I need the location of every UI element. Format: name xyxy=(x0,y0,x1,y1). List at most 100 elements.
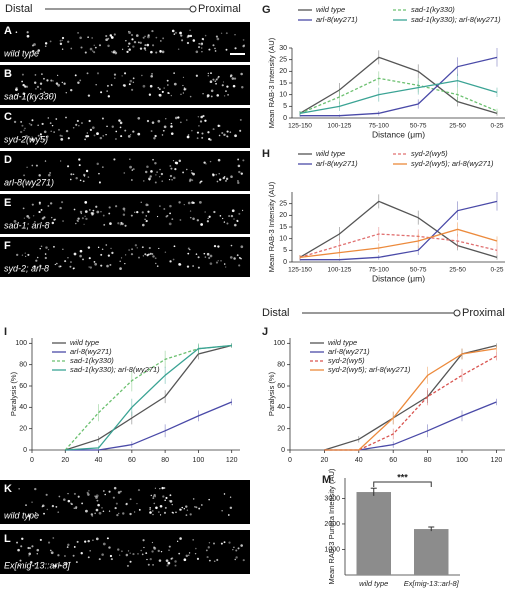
speckle xyxy=(122,84,125,87)
speckle xyxy=(201,37,205,41)
speckle xyxy=(110,558,113,561)
speckle xyxy=(203,161,206,164)
speckle xyxy=(108,510,111,512)
speckle xyxy=(107,95,111,98)
speckle xyxy=(189,216,192,219)
speckle xyxy=(147,563,150,566)
speckle xyxy=(119,554,121,556)
speckle xyxy=(187,134,190,136)
speckle xyxy=(170,132,174,135)
speckle xyxy=(98,172,100,175)
speckle xyxy=(41,73,43,75)
speckle xyxy=(35,88,37,90)
speckle xyxy=(234,558,236,561)
speckle xyxy=(147,34,150,37)
speckle xyxy=(61,135,63,137)
speckle xyxy=(224,266,227,268)
speckle xyxy=(86,132,88,134)
speckle xyxy=(105,133,107,136)
speckle xyxy=(186,509,189,511)
speckle xyxy=(73,252,77,256)
speckle xyxy=(28,122,31,125)
speckle xyxy=(163,511,167,514)
speckle xyxy=(121,75,123,77)
speckle xyxy=(37,124,39,127)
y-tick-label: 5 xyxy=(283,247,287,254)
speckle xyxy=(126,564,129,567)
speckle xyxy=(129,552,131,554)
speckle xyxy=(225,48,228,51)
speckle xyxy=(195,506,198,509)
x-tick-label: 25-50 xyxy=(449,123,466,130)
x-tick-label: 0 xyxy=(288,457,292,464)
speckle xyxy=(24,252,26,254)
speckle xyxy=(144,218,146,221)
speckle xyxy=(132,45,135,48)
speckle xyxy=(78,164,81,167)
speckle xyxy=(51,124,54,127)
speckle xyxy=(143,180,145,182)
x-tick-label: 125-150 xyxy=(288,123,312,130)
speckle xyxy=(209,262,213,265)
speckle xyxy=(225,90,227,92)
speckle xyxy=(127,550,130,552)
speckle xyxy=(149,252,152,255)
speckle xyxy=(213,542,216,545)
y-tick-label: 60 xyxy=(277,383,285,390)
speckle xyxy=(230,214,234,218)
legend-label: sad-1(ky330) xyxy=(70,356,114,365)
speckle xyxy=(234,224,237,227)
speckle xyxy=(237,164,241,168)
panel-letter: B xyxy=(4,68,12,80)
speckle xyxy=(239,129,242,132)
speckle xyxy=(223,263,226,265)
speckle xyxy=(96,72,100,75)
speckle xyxy=(153,502,156,505)
speckle xyxy=(206,220,209,223)
x-tick-label: 120 xyxy=(226,457,238,464)
speckle xyxy=(145,552,148,555)
speckle xyxy=(164,499,166,502)
speckle xyxy=(233,77,237,80)
speckle xyxy=(111,125,114,128)
speckle xyxy=(106,264,109,268)
speckle xyxy=(184,87,187,91)
speckle xyxy=(166,84,169,86)
speckle xyxy=(142,255,144,257)
speckle xyxy=(178,262,182,266)
x-tick-label: 120 xyxy=(491,457,503,464)
speckle xyxy=(153,493,156,497)
speckle xyxy=(168,549,170,551)
speckle xyxy=(110,84,113,86)
speckle xyxy=(142,36,145,39)
speckle xyxy=(23,95,26,98)
series-line xyxy=(299,228,498,258)
speckle xyxy=(53,245,55,248)
speckle xyxy=(159,168,161,171)
speckle xyxy=(16,541,18,544)
speckle xyxy=(89,47,93,51)
speckle xyxy=(218,173,220,175)
speckle xyxy=(95,496,98,499)
y-tick-label: 0 xyxy=(283,259,287,266)
x-tick-label: 20 xyxy=(61,457,69,464)
speckle xyxy=(115,205,118,208)
speckle xyxy=(240,72,243,76)
speckle xyxy=(132,130,135,133)
speckle xyxy=(69,261,72,264)
speckle xyxy=(128,249,130,251)
speckle xyxy=(117,491,121,494)
x-tick-label: 80 xyxy=(161,457,169,464)
speckle xyxy=(169,260,172,263)
speckle xyxy=(82,180,85,183)
speckle xyxy=(202,114,205,118)
speckle xyxy=(221,131,224,134)
speckle xyxy=(44,256,47,260)
speckle xyxy=(96,210,100,214)
speckle xyxy=(34,487,37,491)
speckle xyxy=(65,562,68,566)
speckle xyxy=(81,122,83,124)
speckle xyxy=(237,181,240,185)
speckle xyxy=(88,257,91,260)
speckle xyxy=(67,493,69,495)
